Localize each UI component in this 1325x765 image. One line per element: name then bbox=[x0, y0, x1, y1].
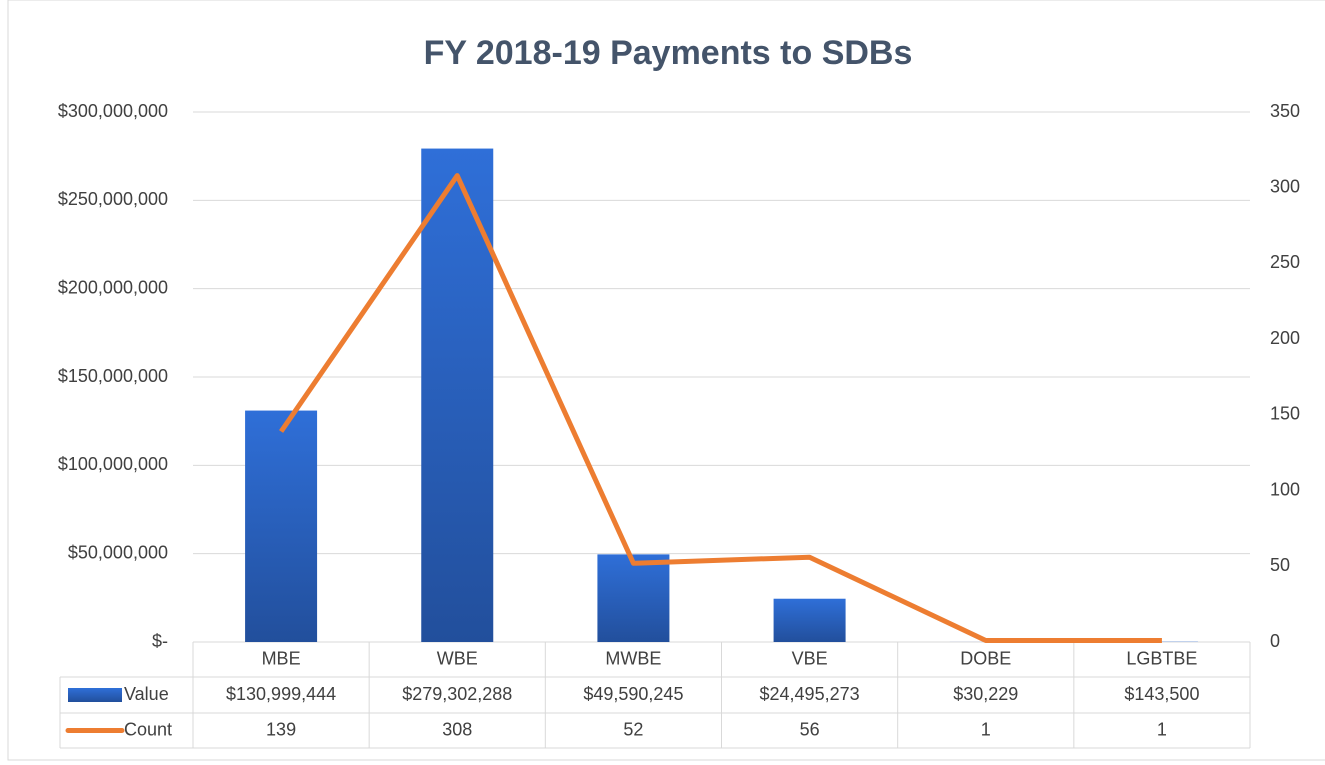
y2-tick-label: 150 bbox=[1270, 404, 1300, 424]
bar bbox=[421, 148, 494, 642]
y2-tick-label: 300 bbox=[1270, 176, 1300, 196]
x-tick-label: LGBTBE bbox=[1126, 648, 1197, 668]
legend-swatch bbox=[68, 688, 122, 702]
bar bbox=[773, 598, 846, 642]
chart-border bbox=[7, 0, 1325, 761]
table-cell: 139 bbox=[266, 719, 296, 739]
y2-tick-label: 0 bbox=[1270, 631, 1280, 651]
table-cell: $30,229 bbox=[953, 684, 1018, 704]
y2-tick-label: 200 bbox=[1270, 328, 1300, 348]
y-tick-label: $- bbox=[152, 631, 168, 651]
legend-label: Value bbox=[124, 684, 169, 704]
table-cell: 52 bbox=[623, 719, 643, 739]
table-cell: $130,999,444 bbox=[226, 684, 336, 704]
y-tick-label: $250,000,000 bbox=[58, 189, 168, 209]
bar bbox=[597, 554, 670, 642]
x-tick-label: VBE bbox=[792, 648, 828, 668]
table-cell: $279,302,288 bbox=[402, 684, 512, 704]
table-cell: $49,590,245 bbox=[583, 684, 683, 704]
x-tick-label: MWBE bbox=[605, 648, 661, 668]
line bbox=[279, 173, 1162, 643]
y2-tick-label: 350 bbox=[1270, 101, 1300, 121]
chart-title: FY 2018-19 Payments to SDBs bbox=[424, 34, 913, 72]
table-cell: 1 bbox=[1157, 719, 1167, 739]
table-cell: $143,500 bbox=[1124, 684, 1199, 704]
table-cell: 56 bbox=[800, 719, 820, 739]
table-cell: 308 bbox=[442, 719, 472, 739]
x-tick-label: WBE bbox=[437, 648, 478, 668]
bar bbox=[245, 410, 318, 642]
x-tick-label: MBE bbox=[262, 648, 301, 668]
y-tick-label: $100,000,000 bbox=[58, 454, 168, 474]
table-cell: 1 bbox=[981, 719, 991, 739]
table-cell: $24,495,273 bbox=[760, 684, 860, 704]
legend-label: Count bbox=[124, 719, 172, 739]
y-tick-label: $150,000,000 bbox=[58, 366, 168, 386]
y-tick-label: $300,000,000 bbox=[58, 101, 168, 121]
y-tick-label: $200,000,000 bbox=[58, 277, 168, 297]
x-tick-label: DOBE bbox=[960, 648, 1011, 668]
y2-tick-label: 250 bbox=[1270, 252, 1300, 272]
y2-tick-label: 50 bbox=[1270, 555, 1290, 575]
y-tick-label: $50,000,000 bbox=[68, 542, 168, 562]
y2-tick-label: 100 bbox=[1270, 479, 1300, 499]
